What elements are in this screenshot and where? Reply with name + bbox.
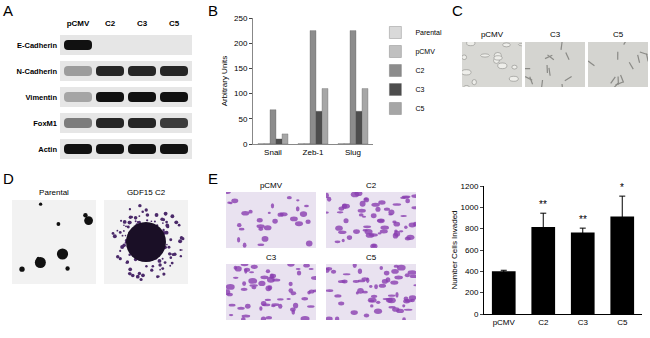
- html-text:GDF15 C2: GDF15 C2: [126, 188, 166, 197]
- svg-text:Vimentin: Vimentin: [25, 93, 57, 102]
- html-text:D: D: [3, 170, 14, 187]
- html-text:C3: C3: [549, 30, 561, 39]
- html-text:pCMV: pCMV: [480, 30, 504, 39]
- svg-text:Parental: Parental: [415, 29, 442, 36]
- html-text:C: C: [452, 2, 463, 19]
- html-text:A: A: [3, 2, 13, 19]
- svg-text:150: 150: [234, 64, 248, 73]
- svg-text:N-Cadherin: N-Cadherin: [17, 67, 58, 76]
- svg-text:C2: C2: [105, 19, 116, 28]
- svg-text:**: **: [579, 214, 587, 225]
- svg-text:250: 250: [234, 14, 248, 23]
- html-text:C3: C3: [265, 253, 277, 262]
- svg-text:400: 400: [465, 267, 479, 276]
- html-text:C5: C5: [612, 30, 624, 39]
- svg-text:C3: C3: [137, 19, 148, 28]
- svg-text:Arbitrary Units: Arbitrary Units: [220, 56, 229, 107]
- svg-text:C5: C5: [169, 19, 180, 28]
- svg-text:E-Cadherin: E-Cadherin: [17, 41, 57, 50]
- html-text:C2: C2: [365, 181, 377, 190]
- svg-text:200: 200: [234, 39, 248, 48]
- svg-text:C3: C3: [578, 318, 589, 327]
- svg-text:*: *: [620, 182, 624, 193]
- svg-text:Zeb-1: Zeb-1: [303, 148, 324, 157]
- svg-text:pCMV: pCMV: [415, 48, 435, 56]
- svg-text:1200: 1200: [461, 182, 479, 191]
- svg-text:0: 0: [243, 140, 248, 149]
- svg-text:100: 100: [234, 89, 248, 98]
- svg-text:600: 600: [465, 246, 479, 255]
- svg-text:C2: C2: [415, 67, 424, 74]
- svg-text:FoxM1: FoxM1: [33, 119, 57, 128]
- svg-text:Actin: Actin: [38, 145, 57, 154]
- svg-text:C2: C2: [538, 318, 549, 327]
- svg-text:C5: C5: [415, 105, 424, 112]
- svg-text:C3: C3: [415, 86, 424, 93]
- svg-text:**: **: [539, 199, 547, 210]
- svg-text:0: 0: [474, 310, 479, 319]
- svg-text:Slug: Slug: [345, 148, 361, 157]
- html-text:pCMV: pCMV: [259, 181, 283, 190]
- svg-text:50: 50: [238, 115, 247, 124]
- svg-text:800: 800: [465, 224, 479, 233]
- svg-text:200: 200: [465, 288, 479, 297]
- html-text:Parental: Parental: [39, 188, 69, 197]
- html-text:E: E: [208, 170, 218, 187]
- svg-text:C5: C5: [617, 318, 628, 327]
- html-text:C5: C5: [365, 253, 377, 262]
- svg-text:Number Cells Invaded: Number Cells Invaded: [450, 210, 459, 289]
- html-text:B: B: [208, 2, 218, 19]
- svg-text:pCMV: pCMV: [493, 318, 516, 327]
- svg-text:1000: 1000: [461, 203, 479, 212]
- svg-text:Snail: Snail: [264, 148, 282, 157]
- svg-text:pCMV: pCMV: [67, 19, 90, 28]
